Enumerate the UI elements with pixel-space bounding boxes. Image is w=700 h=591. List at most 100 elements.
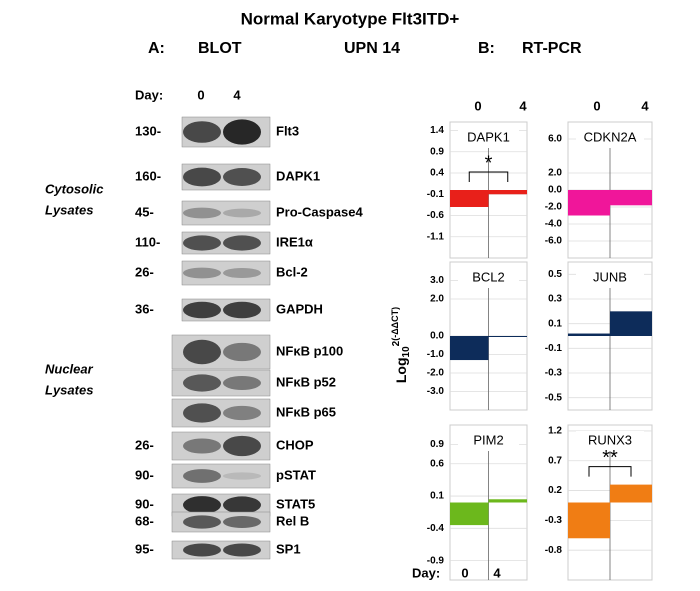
y-tick-label: -1.1 (427, 231, 445, 242)
blot-band (223, 516, 261, 528)
bar (568, 502, 610, 539)
protein-label: GAPDH (276, 301, 323, 316)
bar (488, 499, 527, 503)
significance: * (485, 152, 493, 174)
y-tick-label: 0.0 (548, 185, 562, 196)
blot-band (183, 438, 221, 454)
blot-band (223, 267, 261, 279)
chart-title: DAPK1 (467, 129, 510, 144)
y-tick-label: -0.1 (545, 343, 563, 354)
day: 0 (593, 98, 600, 113)
bar (450, 502, 489, 526)
bar (610, 311, 652, 336)
y-axis-label: Log102(-ΔΔCT) (390, 307, 411, 383)
rtpcr-panel: 1.4 0.9 0.4 -0.1 -0.6 -1.1 DAPK1 * 6.0 2.0 0.0 -2.0… (427, 121, 653, 581)
y-tick-label: -4.0 (545, 219, 563, 230)
y-tick-label: -2.0 (545, 202, 563, 213)
blot-band (223, 301, 261, 319)
blot-band (183, 301, 221, 319)
protein-label: pSTAT (276, 467, 316, 482)
day: 0 (197, 87, 204, 102)
chart-title: PIM2 (473, 432, 503, 447)
blot-band (223, 375, 261, 391)
protein-label: Rel B (276, 513, 309, 528)
y-axis-label-part: 2 (391, 340, 402, 346)
y-tick-label: 0.7 (548, 455, 562, 466)
y-tick-label: -1.0 (427, 349, 445, 360)
bar (450, 336, 489, 361)
blot-band (223, 168, 261, 186)
blot-band (223, 472, 261, 480)
y-tick-label: 3.0 (430, 275, 444, 286)
blot-band (223, 208, 261, 218)
day: 4 (641, 98, 649, 113)
y-tick-label: -0.3 (545, 515, 563, 526)
y-tick-label: 1.4 (430, 125, 444, 136)
blot-band (183, 469, 221, 483)
mw-label: 110- (135, 234, 160, 249)
mw-label: 26- (135, 437, 154, 452)
blot-band (223, 235, 261, 251)
bar (568, 190, 610, 216)
protein-label: Flt3 (276, 123, 299, 138)
bar (488, 336, 527, 337)
y-tick-label: 0.9 (430, 146, 444, 157)
day: 0 (461, 565, 468, 580)
group-label: Nuclear (45, 361, 94, 376)
protein-label: CHOP (276, 437, 314, 452)
mw-label: 90- (135, 496, 154, 511)
significance-bracket (468, 171, 509, 182)
group-label: Cytosolic (45, 181, 104, 196)
protein-label: NFκB p65 (276, 404, 336, 419)
protein-label: SP1 (276, 541, 301, 556)
panel-label: B: (478, 40, 495, 57)
y-tick-label: -0.1 (427, 189, 445, 200)
y-axis-label-part: 10 (401, 346, 412, 358)
protein-label: IRE1α (276, 234, 313, 249)
chart-title: RUNX3 (588, 432, 632, 447)
blot-band (223, 342, 261, 362)
blot-band (183, 374, 221, 392)
protein-label: DAPK1 (276, 168, 320, 183)
blot-band (183, 235, 221, 251)
significance: ** (602, 447, 618, 469)
protein-label: NFκB p100 (276, 343, 343, 358)
blot-band (183, 339, 221, 365)
mw-label: 130- (135, 123, 161, 138)
bar (488, 190, 527, 195)
y-tick-label: -6.0 (545, 236, 563, 247)
title-bg (576, 268, 644, 288)
protein-label: Bcl-2 (276, 264, 308, 279)
blot-band (183, 403, 221, 423)
mw-label: 95- (135, 541, 154, 556)
y-tick-label: 1.2 (548, 426, 562, 437)
day: 4 (233, 87, 241, 102)
y-tick-label: -2.0 (427, 368, 445, 379)
day: 4 (519, 98, 527, 113)
bar (450, 190, 489, 207)
title-bg (576, 431, 644, 451)
mw-label: 36- (135, 301, 154, 316)
blot-band (223, 435, 261, 457)
y-tick-label: -0.4 (427, 523, 445, 534)
mw-label: 68- (135, 513, 154, 528)
section-label: RT-PCR (522, 40, 582, 57)
mw-label: 26- (135, 264, 154, 279)
significance-bracket (588, 466, 632, 477)
title-bg (576, 128, 644, 148)
chart-title: CDKN2A (584, 129, 637, 144)
y-tick-label: 0.5 (548, 269, 562, 280)
blot-panel: 130- Flt3 160- DAPK1 45- Pro-Caspase4 110- IRE1… (135, 116, 363, 560)
y-tick-label: 0.3 (548, 294, 562, 305)
y-tick-label: 0.4 (430, 168, 444, 179)
y-tick-label: -0.6 (427, 210, 445, 221)
y-axis-label-part: (-ΔΔCT) (390, 307, 400, 341)
blot-band (223, 496, 261, 514)
blot-band (183, 267, 221, 279)
y-tick-label: -0.5 (545, 392, 563, 403)
blot-band (183, 121, 221, 143)
day: 4 (493, 565, 501, 580)
protein-label: Pro-Caspase4 (276, 204, 363, 219)
y-tick-label: 0.0 (430, 331, 444, 342)
group-label: Lysates (45, 202, 93, 217)
